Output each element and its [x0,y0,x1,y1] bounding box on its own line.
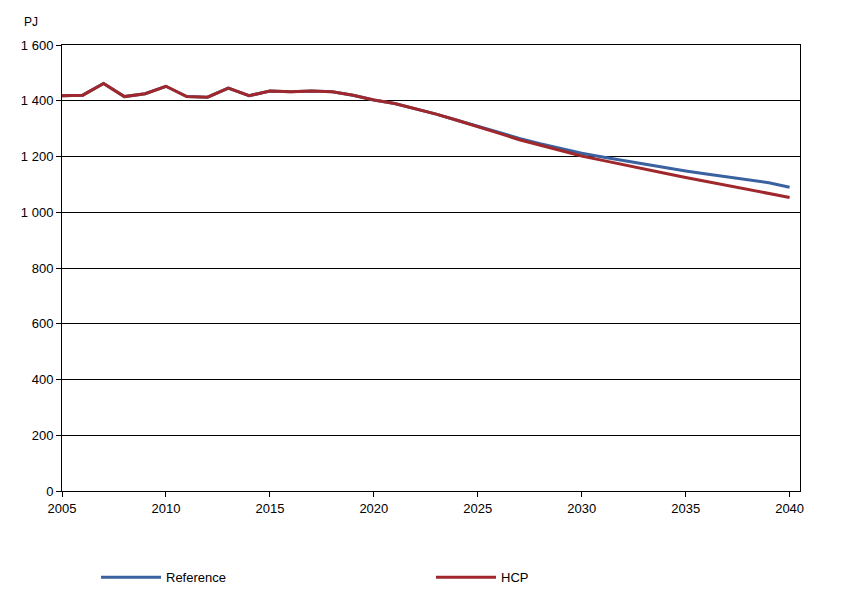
svg-text:1 400: 1 400 [21,93,54,108]
svg-text:1 600: 1 600 [21,38,54,53]
svg-text:1 000: 1 000 [21,205,54,220]
svg-text:2025: 2025 [463,501,492,516]
svg-text:200: 200 [32,428,54,443]
svg-text:HCP: HCP [501,570,528,585]
svg-text:2035: 2035 [671,501,700,516]
svg-text:2040: 2040 [775,501,804,516]
svg-text:PJ: PJ [24,15,38,29]
svg-text:Reference: Reference [166,570,226,585]
svg-text:2020: 2020 [359,501,388,516]
svg-text:2005: 2005 [48,501,77,516]
svg-text:2010: 2010 [151,501,180,516]
svg-text:600: 600 [32,316,54,331]
svg-text:800: 800 [32,261,54,276]
svg-text:2015: 2015 [255,501,284,516]
svg-text:0: 0 [46,484,53,499]
svg-text:2030: 2030 [567,501,596,516]
svg-text:400: 400 [32,372,54,387]
svg-text:1 200: 1 200 [21,149,54,164]
